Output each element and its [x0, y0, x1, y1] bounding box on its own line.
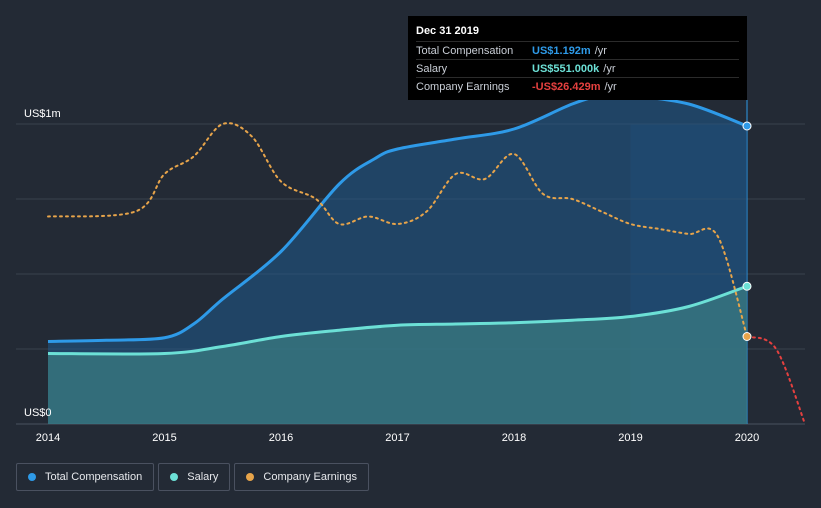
x-tick-label: 2015: [152, 432, 176, 444]
legend: Total Compensation Salary Company Earnin…: [16, 463, 369, 491]
legend-item-total-compensation[interactable]: Total Compensation: [16, 463, 155, 491]
tooltip-unit: /yr: [603, 62, 616, 75]
tooltip-title: Dec 31 2019: [416, 25, 479, 37]
x-tick-label: 2014: [36, 432, 60, 444]
x-tick-label: 2020: [735, 432, 759, 444]
legend-dot-icon: [28, 473, 36, 481]
x-tick-label: 2016: [269, 432, 293, 444]
legend-item-company-earnings[interactable]: Company Earnings: [234, 463, 369, 491]
company-earnings-loss-line: [746, 335, 806, 425]
legend-label: Salary: [187, 471, 219, 483]
company-earnings-line: [47, 122, 748, 338]
tooltip-value: US$1.192m: [532, 44, 591, 57]
company-earnings-point: [742, 332, 752, 341]
tooltip-unit: /yr: [604, 80, 617, 93]
tooltip-value: US$551.000k: [532, 62, 600, 75]
salary-point: [742, 281, 752, 291]
series-points: [742, 121, 752, 341]
tooltip-label: Salary: [416, 62, 448, 75]
legend-dot-icon: [246, 473, 255, 481]
tooltip-value: -US$26.429m: [532, 80, 601, 93]
tooltip-row-total-compensation: Total Compensation US$1.192m /yr: [416, 41, 739, 59]
x-tick-label: 2017: [385, 432, 409, 444]
x-axis-ticks: 2014 2015 2016 2017 2018 2019 2020: [36, 432, 759, 444]
tooltip-row-salary: Salary US$551.000k /yr: [416, 59, 739, 77]
y-axis-top-label: US$1m: [24, 108, 61, 120]
total-compensation-point: [742, 121, 752, 131]
legend-dot-icon: [170, 473, 179, 481]
legend-label: Total Compensation: [45, 471, 143, 483]
x-tick-label: 2018: [502, 432, 526, 444]
tooltip: Dec 31 2019 Total Compensation US$1.192m…: [408, 16, 747, 100]
series-areas: [48, 93, 747, 425]
tooltip-label: Total Compensation: [416, 44, 514, 57]
x-tick-label: 2019: [618, 432, 642, 444]
legend-item-salary[interactable]: Salary: [158, 463, 231, 491]
tooltip-label: Company Earnings: [416, 80, 510, 93]
tooltip-unit: /yr: [594, 44, 607, 57]
y-axis-bottom-label: US$0: [24, 407, 52, 419]
salary-line: [47, 284, 748, 356]
legend-label: Company Earnings: [263, 471, 357, 483]
tooltip-row-company-earnings: Company Earnings -US$26.429m /yr: [416, 77, 739, 95]
